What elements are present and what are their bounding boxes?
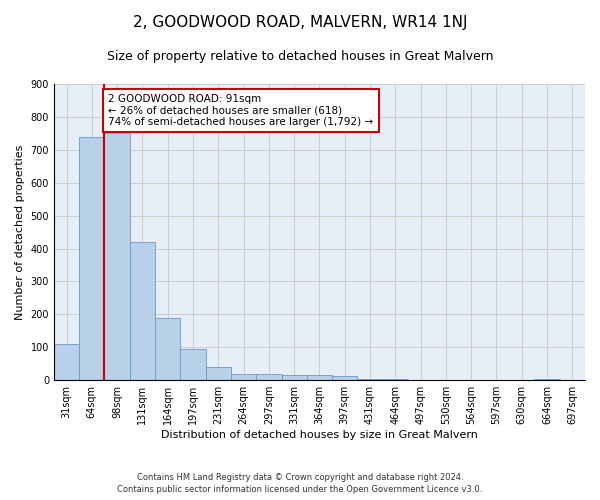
Bar <box>130 242 155 380</box>
Bar <box>535 378 560 380</box>
Bar <box>54 344 79 380</box>
Text: Contains HM Land Registry data © Crown copyright and database right 2024.: Contains HM Land Registry data © Crown c… <box>137 473 463 482</box>
Bar <box>358 378 383 380</box>
Bar <box>281 376 307 380</box>
Bar <box>307 376 332 380</box>
Bar <box>206 367 231 380</box>
Bar <box>181 349 206 380</box>
Text: 2, GOODWOOD ROAD, MALVERN, WR14 1NJ: 2, GOODWOOD ROAD, MALVERN, WR14 1NJ <box>133 15 467 30</box>
Bar <box>104 134 130 380</box>
Bar <box>332 376 358 380</box>
X-axis label: Distribution of detached houses by size in Great Malvern: Distribution of detached houses by size … <box>161 430 478 440</box>
Bar <box>155 318 181 380</box>
Text: Size of property relative to detached houses in Great Malvern: Size of property relative to detached ho… <box>107 50 493 63</box>
Bar <box>256 374 281 380</box>
Text: 2 GOODWOOD ROAD: 91sqm
← 26% of detached houses are smaller (618)
74% of semi-de: 2 GOODWOOD ROAD: 91sqm ← 26% of detached… <box>108 94 373 127</box>
Bar <box>79 136 104 380</box>
Bar <box>383 378 408 380</box>
Y-axis label: Number of detached properties: Number of detached properties <box>15 144 25 320</box>
Text: Contains public sector information licensed under the Open Government Licence v3: Contains public sector information licen… <box>118 486 482 494</box>
Bar <box>231 374 256 380</box>
